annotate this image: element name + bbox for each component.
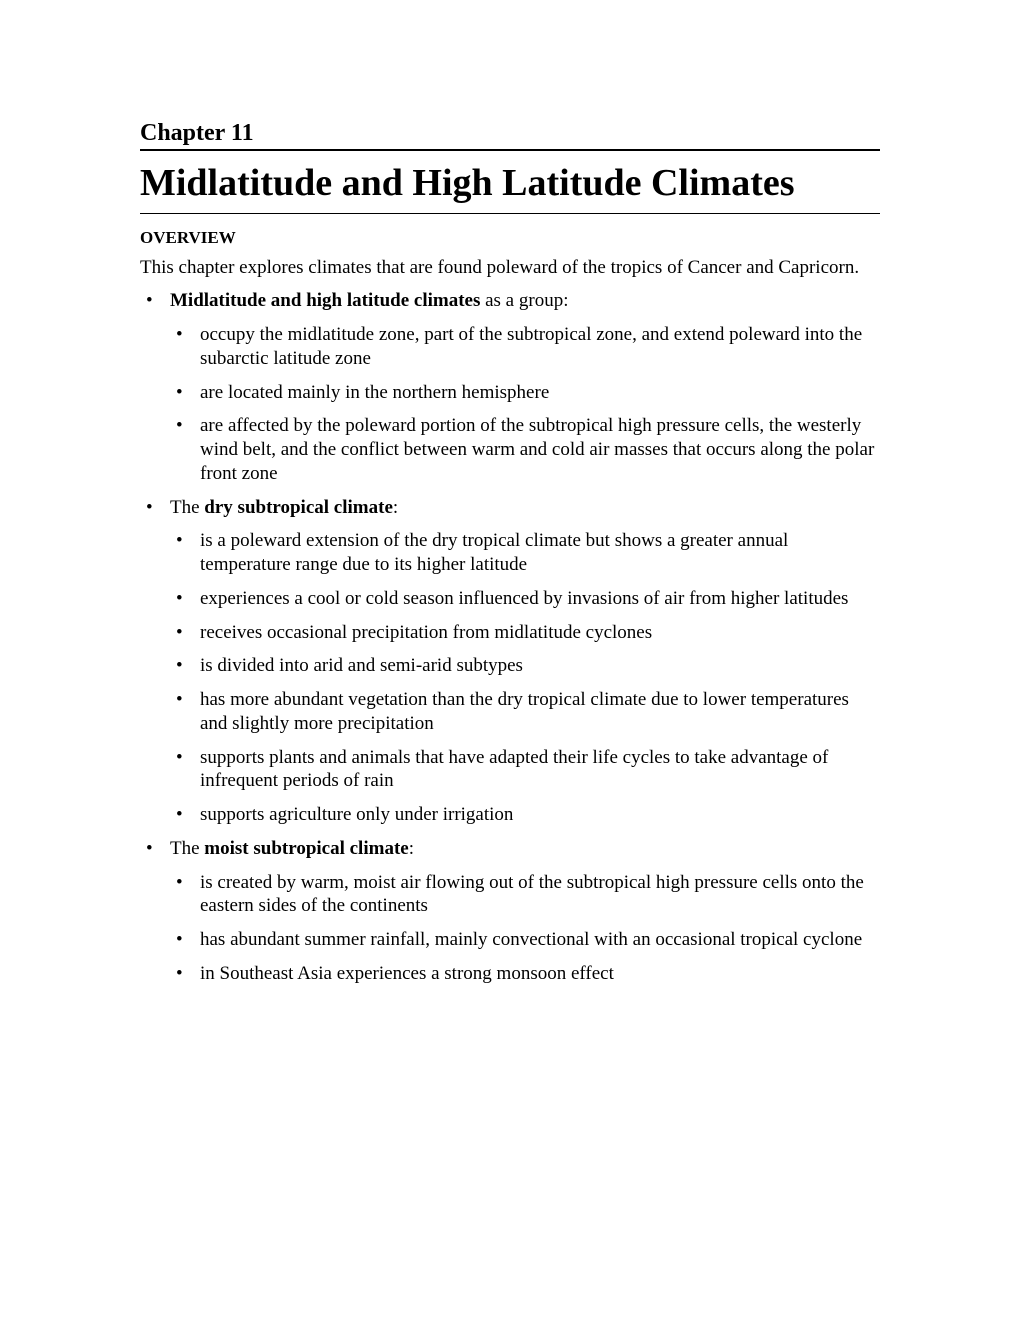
- bullet-list-level2: is a poleward extension of the dry tropi…: [170, 529, 880, 827]
- list-item: The moist subtropical climate: is create…: [140, 837, 880, 986]
- intro-paragraph: This chapter explores climates that are …: [140, 256, 880, 280]
- list-item: has more abundant vegetation than the dr…: [170, 688, 880, 736]
- text: :: [409, 838, 414, 859]
- bold-text: Midlatitude and high latitude climates: [170, 290, 480, 311]
- text: :: [393, 497, 398, 518]
- list-item: experiences a cool or cold season influe…: [170, 587, 880, 611]
- text: The: [170, 838, 204, 859]
- list-item: Midlatitude and high latitude climates a…: [140, 289, 880, 485]
- list-item: supports agriculture only under irrigati…: [170, 803, 880, 827]
- section-heading: OVERVIEW: [140, 228, 880, 248]
- text: The: [170, 497, 204, 518]
- chapter-label: Chapter 11: [140, 120, 880, 151]
- bold-text: dry subtropical climate: [204, 497, 393, 518]
- list-item: is created by warm, moist air flowing ou…: [170, 871, 880, 919]
- bold-text: moist subtropical climate: [204, 838, 408, 859]
- list-item: are located mainly in the northern hemis…: [170, 381, 880, 405]
- bullet-list-level2: is created by warm, moist air flowing ou…: [170, 871, 880, 986]
- bullet-list-level2: occupy the midlatitude zone, part of the…: [170, 323, 880, 486]
- list-item: has abundant summer rainfall, mainly con…: [170, 928, 880, 952]
- list-item: is a poleward extension of the dry tropi…: [170, 529, 880, 577]
- list-item: occupy the midlatitude zone, part of the…: [170, 323, 880, 371]
- list-item: supports plants and animals that have ad…: [170, 746, 880, 794]
- text: as a group:: [480, 290, 568, 311]
- list-item: receives occasional precipitation from m…: [170, 621, 880, 645]
- list-item: in Southeast Asia experiences a strong m…: [170, 962, 880, 986]
- chapter-title: Midlatitude and High Latitude Climates: [140, 155, 880, 214]
- list-item: are affected by the poleward portion of …: [170, 414, 880, 485]
- bullet-list-level1: Midlatitude and high latitude climates a…: [140, 289, 880, 985]
- list-item: is divided into arid and semi-arid subty…: [170, 654, 880, 678]
- list-item: The dry subtropical climate: is a polewa…: [140, 496, 880, 827]
